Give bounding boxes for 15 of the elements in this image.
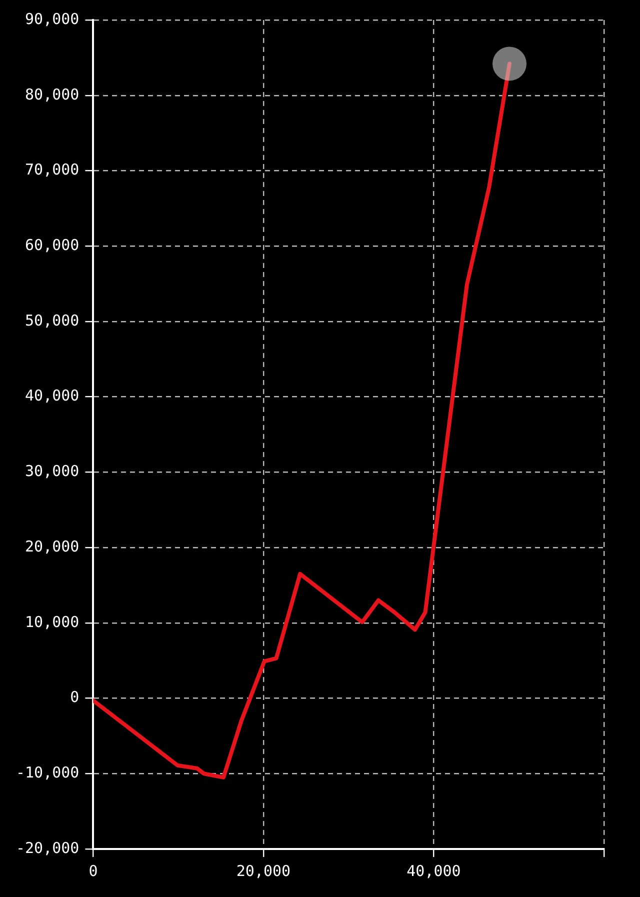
y-tick-label: 50,000	[25, 311, 80, 330]
x-tick-label: 20,000	[236, 862, 291, 880]
y-tick-label: 60,000	[25, 236, 80, 254]
y-tick-label: 20,000	[25, 537, 80, 556]
x-tick-label: 40,000	[406, 862, 461, 880]
y-tick-label: 40,000	[25, 386, 80, 405]
y-tick-label: -10,000	[16, 764, 80, 782]
y-tick-label: 30,000	[25, 462, 80, 480]
y-tick-label: 90,000	[25, 10, 80, 28]
y-tick-label: 80,000	[25, 85, 80, 104]
y-tick-label: 0	[70, 688, 80, 706]
y-tick-label: 70,000	[25, 160, 80, 179]
y-tick-label: -20,000	[16, 838, 80, 857]
x-tick-label: 0	[88, 862, 98, 880]
y-tick-label: 10,000	[25, 612, 80, 631]
